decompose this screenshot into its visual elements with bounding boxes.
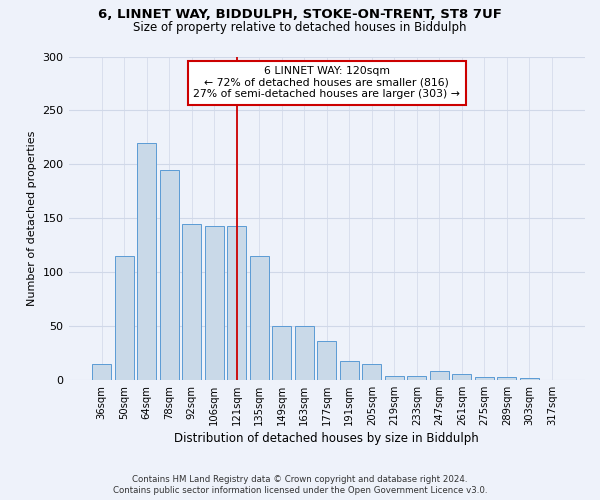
Bar bbox=[385, 376, 404, 380]
Bar bbox=[160, 170, 179, 380]
Bar bbox=[340, 362, 359, 380]
X-axis label: Distribution of detached houses by size in Biddulph: Distribution of detached houses by size … bbox=[175, 432, 479, 445]
Bar bbox=[250, 256, 269, 380]
Bar bbox=[452, 374, 472, 380]
Bar bbox=[182, 224, 201, 380]
Bar bbox=[430, 371, 449, 380]
Bar bbox=[362, 364, 382, 380]
Bar bbox=[92, 364, 111, 380]
Bar bbox=[295, 326, 314, 380]
Bar bbox=[205, 226, 224, 380]
Bar bbox=[272, 326, 292, 380]
Bar bbox=[115, 256, 134, 380]
Text: 6, LINNET WAY, BIDDULPH, STOKE-ON-TRENT, ST8 7UF: 6, LINNET WAY, BIDDULPH, STOKE-ON-TRENT,… bbox=[98, 8, 502, 20]
Bar bbox=[407, 376, 427, 380]
Bar bbox=[227, 226, 246, 380]
Text: Contains HM Land Registry data © Crown copyright and database right 2024.: Contains HM Land Registry data © Crown c… bbox=[132, 475, 468, 484]
Y-axis label: Number of detached properties: Number of detached properties bbox=[27, 130, 37, 306]
Text: Contains public sector information licensed under the Open Government Licence v3: Contains public sector information licen… bbox=[113, 486, 487, 495]
Bar bbox=[137, 142, 156, 380]
Bar bbox=[497, 376, 517, 380]
Text: Size of property relative to detached houses in Biddulph: Size of property relative to detached ho… bbox=[133, 21, 467, 34]
Text: 6 LINNET WAY: 120sqm
← 72% of detached houses are smaller (816)
27% of semi-deta: 6 LINNET WAY: 120sqm ← 72% of detached h… bbox=[193, 66, 460, 100]
Bar bbox=[520, 378, 539, 380]
Bar bbox=[475, 376, 494, 380]
Bar bbox=[317, 341, 337, 380]
